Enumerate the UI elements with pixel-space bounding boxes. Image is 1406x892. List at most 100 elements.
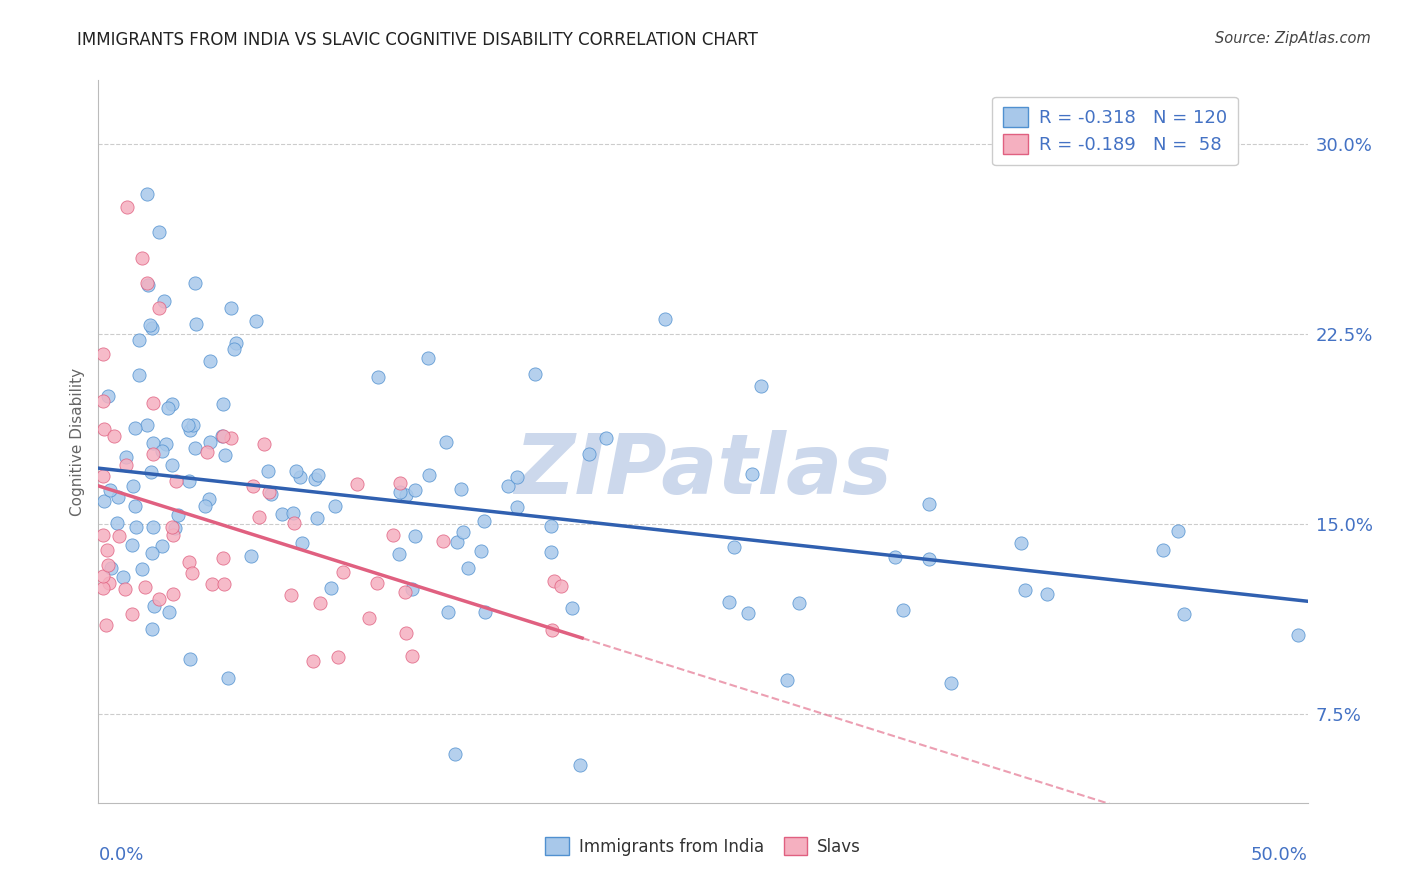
Point [401,648,423,663]
Point [749,378,772,392]
Point [270,508,292,522]
Point [125,519,148,533]
Point [550,579,572,593]
Point [200,576,222,591]
Point [257,485,280,500]
Point [569,757,592,772]
Point [444,747,467,761]
Point [301,654,323,668]
Point [98,576,121,591]
Point [91,581,114,595]
Point [737,606,759,620]
Point [453,524,475,539]
Point [304,473,326,487]
Point [155,436,177,450]
Point [388,475,411,490]
Point [561,601,583,615]
Point [891,603,914,617]
Point [918,552,941,566]
Point [117,200,139,214]
Point [323,500,346,514]
Point [141,320,163,334]
Point [93,422,115,436]
Point [787,596,810,610]
Point [128,368,150,382]
Point [148,301,170,316]
Point [395,488,418,502]
Text: IMMIGRANTS FROM INDIA VS SLAVIC COGNITIVE DISABILITY CORRELATION CHART: IMMIGRANTS FROM INDIA VS SLAVIC COGNITIV… [77,31,758,49]
Legend: Immigrants from India, Slavs: Immigrants from India, Slavs [546,838,860,856]
Point [143,599,166,614]
Point [1010,536,1032,550]
Point [179,423,201,437]
Point [418,467,440,482]
Point [160,397,183,411]
Point [388,485,411,500]
Point [121,607,143,621]
Point [162,527,184,541]
Point [150,443,173,458]
Point [198,353,221,368]
Point [122,479,145,493]
Point [91,469,114,483]
Point [194,500,217,514]
Point [96,618,118,632]
Point [1167,524,1189,538]
Point [91,393,114,408]
Point [157,605,180,619]
Point [139,318,162,332]
Point [141,546,163,560]
Point [214,448,236,462]
Point [212,396,235,410]
Point [184,276,207,290]
Point [457,561,479,575]
Point [541,623,564,637]
Point [184,317,207,331]
Point [148,226,170,240]
Point [160,458,183,472]
Text: ZIPatlas: ZIPatlas [515,430,891,511]
Point [93,493,115,508]
Point [307,511,329,525]
Point [195,445,218,459]
Point [884,549,907,564]
Point [225,335,247,350]
Point [105,516,128,531]
Point [91,347,114,361]
Point [319,581,342,595]
Point [107,490,129,504]
Point [184,441,207,455]
Point [367,369,389,384]
Point [394,585,416,599]
Point [163,521,186,535]
Point [1173,607,1195,622]
Point [247,509,270,524]
Point [307,468,329,483]
Point [280,588,302,602]
Point [97,389,120,403]
Point [540,519,562,533]
Point [200,434,222,449]
Point [124,500,146,514]
Point [328,649,350,664]
Text: 50.0%: 50.0% [1251,847,1308,864]
Point [253,437,276,451]
Point [260,487,283,501]
Point [395,625,418,640]
Point [256,464,278,478]
Point [114,582,136,596]
Point [211,550,233,565]
Point [366,575,388,590]
Point [450,482,472,496]
Point [1035,586,1057,600]
Point [222,342,245,356]
Point [115,450,138,465]
Point [239,549,262,564]
Point [115,458,138,472]
Point [108,529,131,543]
Point [506,500,529,514]
Point [474,514,496,528]
Point [181,566,204,581]
Point [470,544,492,558]
Point [309,595,332,609]
